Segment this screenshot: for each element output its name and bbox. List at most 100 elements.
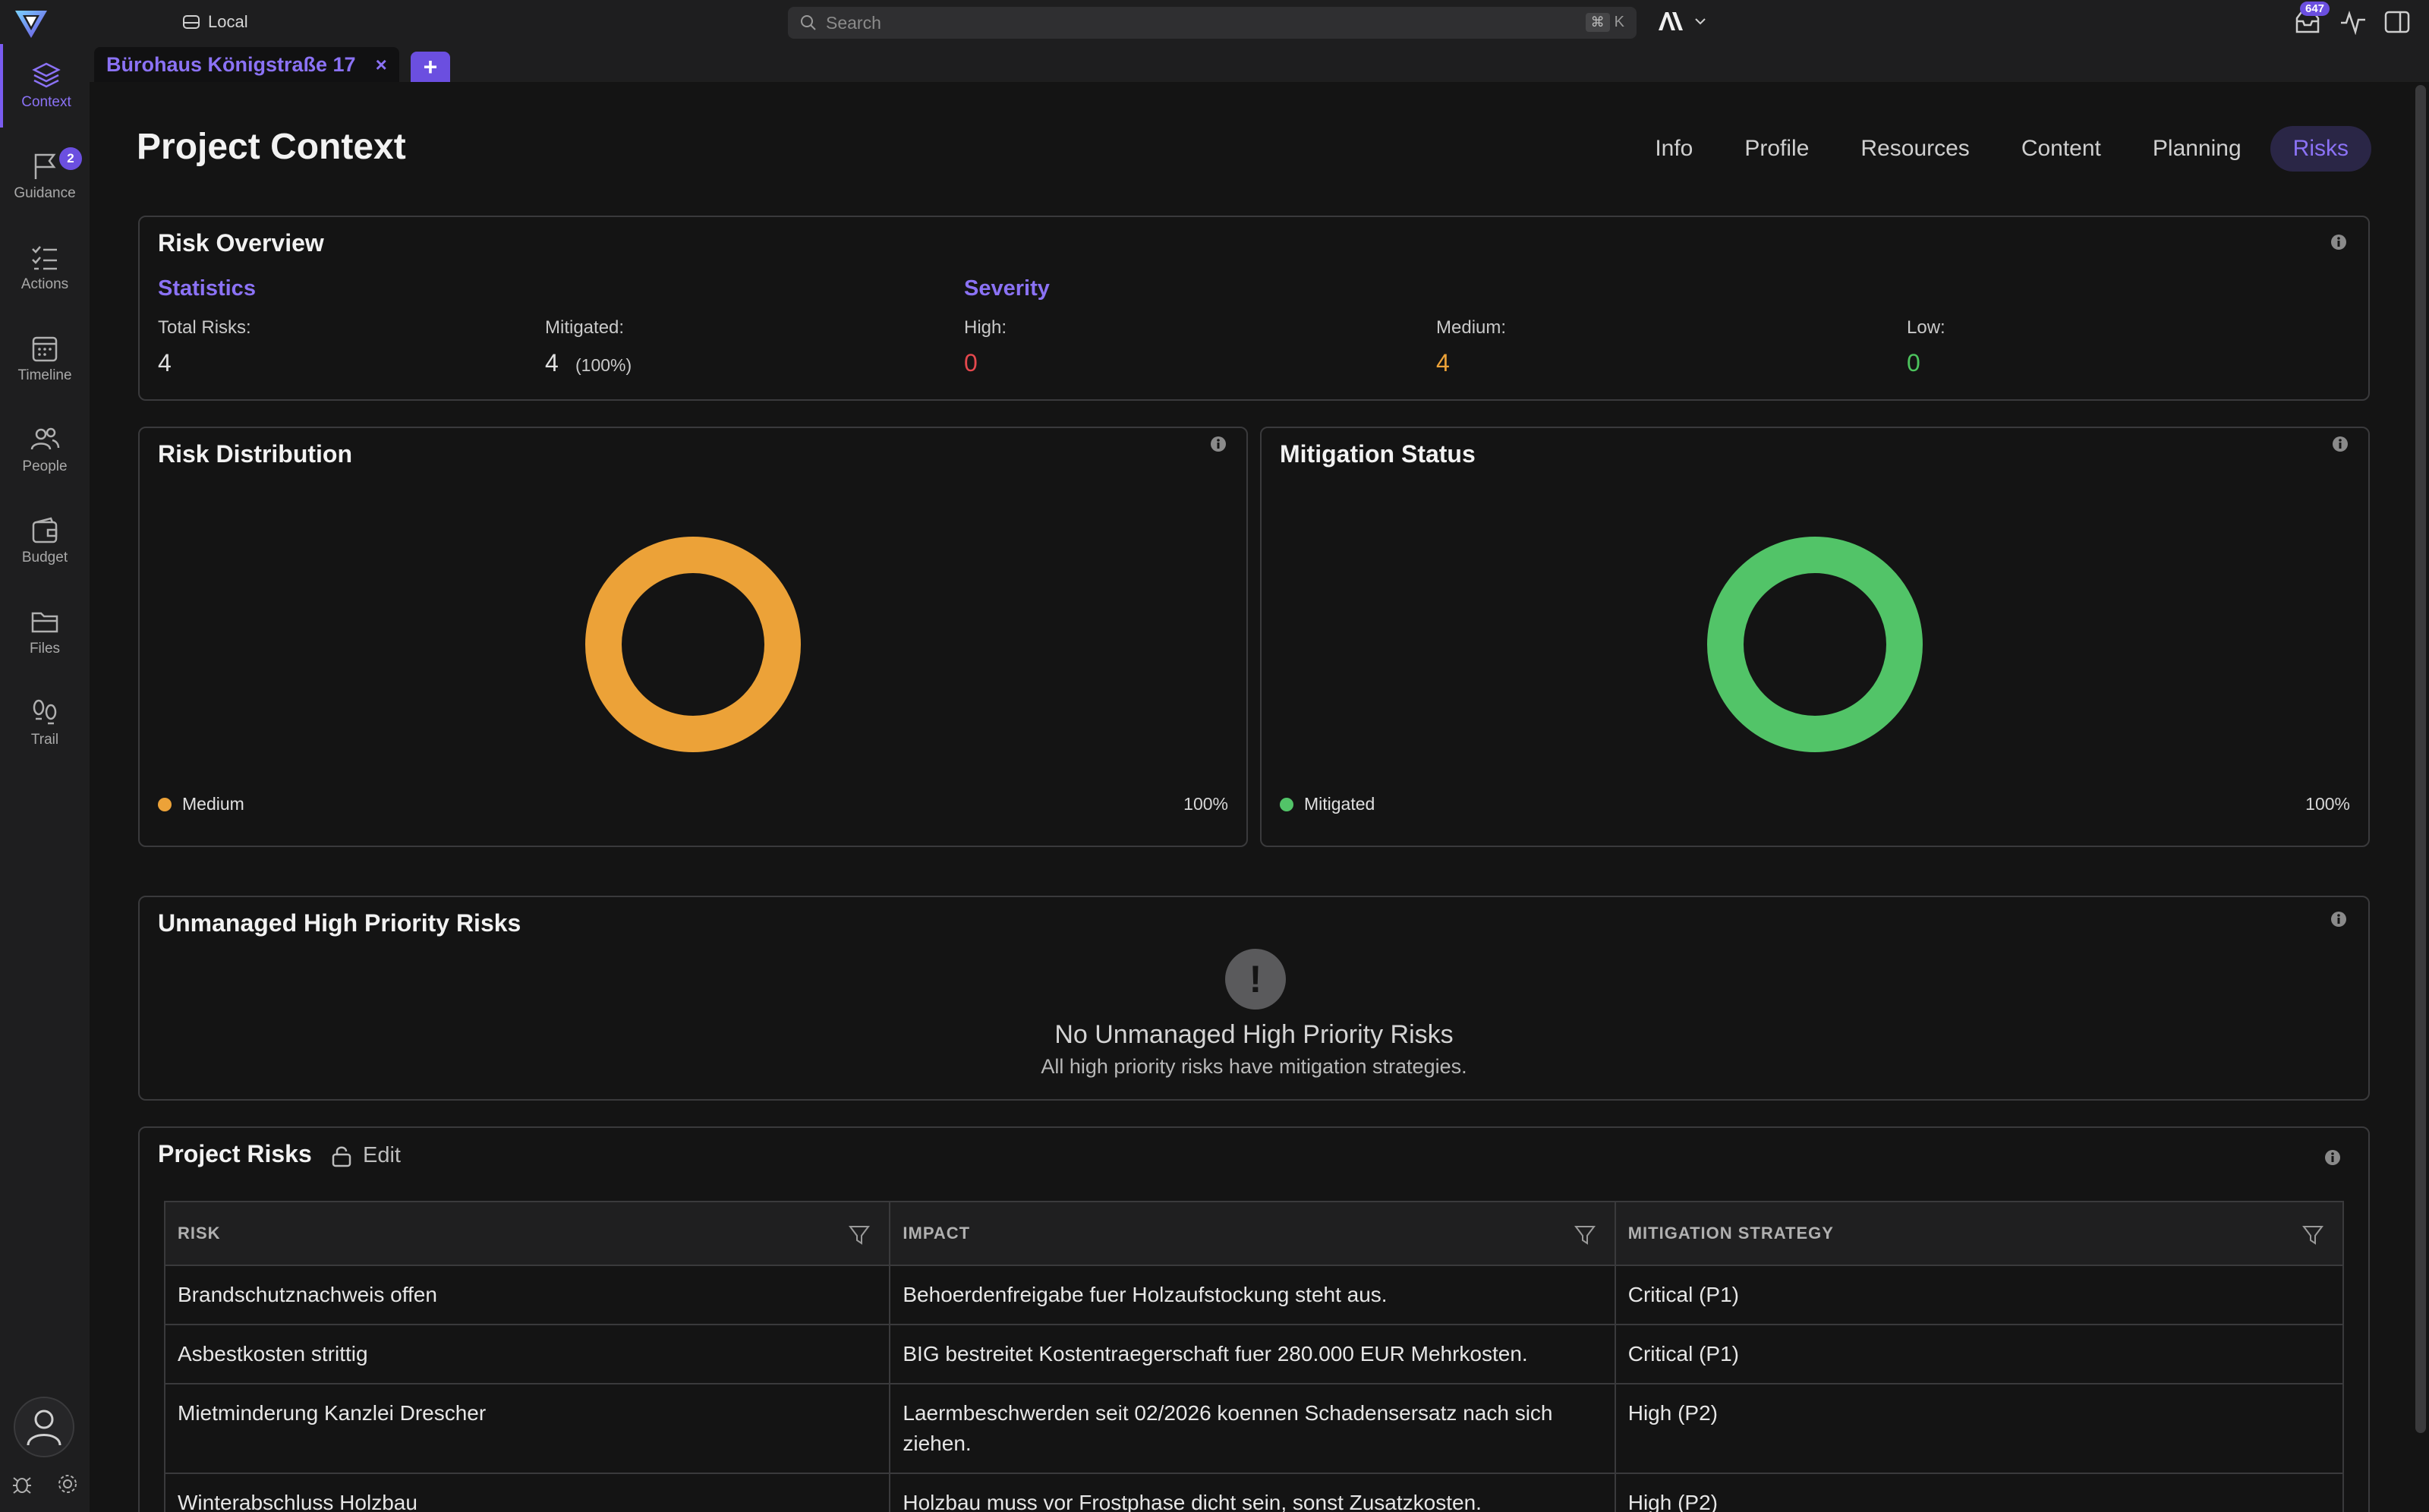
filter-icon[interactable] (848, 1224, 871, 1246)
mitigated-percent: (100%) (575, 355, 632, 375)
card-title: Project Risks (158, 1140, 312, 1167)
column-header-impact[interactable]: IMPACT (889, 1201, 1616, 1266)
inbox-count-badge: 647 (2300, 2, 2330, 16)
document-tab-title: Bürohaus Königstraße 17 (106, 52, 356, 76)
mitigated-value: 4 (545, 349, 559, 376)
empty-state-title: No Unmanaged High Priority Risks (1054, 1020, 1454, 1049)
risk-cell: Asbestkosten strittig (163, 1324, 891, 1384)
mitigation-cell: High (P2) (1614, 1383, 2345, 1474)
table-row[interactable]: Brandschutznachweis offen Behoerdenfreig… (163, 1265, 2345, 1325)
activity-icon[interactable] (2339, 9, 2367, 35)
legend-percent: 100% (2305, 794, 2350, 814)
tab-planning[interactable]: Planning (2152, 136, 2242, 161)
scrollbar[interactable] (2415, 85, 2426, 1433)
search-icon (801, 15, 816, 30)
tab-content[interactable]: Content (2021, 136, 2101, 161)
sidebar-item-files[interactable]: Files (0, 591, 90, 674)
mitigation-cell: Critical (P1) (1614, 1265, 2345, 1325)
workspace-label: Local (208, 12, 248, 31)
mitigation-cell: Critical (P1) (1614, 1324, 2345, 1384)
drive-icon (183, 15, 200, 29)
panel-toggle-icon[interactable] (2383, 9, 2411, 35)
alert-icon: ! (1225, 949, 1286, 1010)
info-icon[interactable] (2330, 911, 2347, 928)
info-icon[interactable] (1210, 436, 1227, 452)
risk-overview-card: Risk Overview Statistics Severity Total … (138, 216, 2370, 401)
info-icon[interactable] (2330, 234, 2347, 250)
edit-button[interactable]: Edit (331, 1143, 401, 1168)
new-tab-button[interactable]: + (411, 52, 450, 82)
column-header-mitigation[interactable]: MITIGATION STRATEGY (1614, 1201, 2345, 1266)
risk-cell: Brandschutznachweis offen (163, 1265, 891, 1325)
tab-info[interactable]: Info (1655, 136, 1693, 161)
close-tab-icon[interactable]: × (375, 52, 387, 76)
impact-cell: Behoerdenfreigabe fuer Holzaufstockung s… (889, 1265, 1616, 1325)
workspace-selector[interactable]: Local (182, 11, 248, 33)
sidebar-item-people[interactable]: People (0, 408, 90, 492)
info-icon[interactable] (2332, 436, 2349, 452)
donut-slice-mitigated[interactable] (1707, 537, 1923, 752)
total-risks-label: Total Risks: (158, 317, 251, 338)
tab-profile[interactable]: Profile (1744, 136, 1810, 161)
page-title: Project Context (137, 127, 406, 167)
risk-distribution-card: Risk Distribution Medium 100% (138, 427, 1248, 847)
impact-cell: Holzbau muss vor Frostphase dicht sein, … (889, 1473, 1616, 1512)
tab-resources[interactable]: Resources (1860, 136, 1970, 161)
info-icon[interactable] (2324, 1149, 2341, 1166)
donut-slice-medium[interactable] (585, 537, 801, 752)
sidebar-item-label: Guidance (14, 185, 76, 201)
sidebar-item-label: People (22, 458, 68, 474)
lock-icon (332, 1146, 351, 1167)
sidebar-item-label: Actions (20, 276, 69, 292)
sidebar-item-guidance[interactable]: Guidance 2 (0, 135, 90, 219)
flag-icon (34, 153, 56, 179)
table-row[interactable]: Asbestkosten strittig BIG bestreitet Kos… (163, 1324, 2345, 1384)
ai-model-selector[interactable] (1656, 9, 1706, 33)
bug-report-icon[interactable] (11, 1473, 33, 1495)
sidebar-item-actions[interactable]: Actions (0, 226, 90, 310)
mitigated-label: Mitigated: (545, 317, 625, 338)
sidebar: Context Guidance 2 Actions Timeline Peop… (0, 44, 90, 1512)
empty-state-subtitle: All high priority risks have mitigation … (1041, 1055, 1467, 1078)
sidebar-item-label: Trail (30, 732, 59, 748)
risk-distribution-donut (585, 537, 801, 752)
legend-percent: 100% (1183, 794, 1228, 814)
sidebar-item-label: Context (21, 94, 71, 110)
chevron-down-icon (1695, 18, 1706, 25)
filter-icon[interactable] (1574, 1224, 1596, 1246)
user-avatar[interactable] (14, 1397, 74, 1457)
card-title: Risk Overview (158, 229, 324, 257)
unmanaged-risks-card: Unmanaged High Priority Risks ! No Unman… (138, 896, 2370, 1101)
low-value: 0 (1907, 349, 1920, 376)
footsteps-icon (33, 699, 57, 725)
sidebar-item-context[interactable]: Context (0, 44, 90, 128)
high-label: High: (964, 317, 1007, 338)
project-risks-card: Project Risks Edit RISK IMPACT MITIGATIO… (138, 1126, 2370, 1512)
edit-label: Edit (363, 1143, 401, 1167)
mitigation-status-donut (1707, 537, 1923, 752)
filter-icon[interactable] (2301, 1224, 2324, 1246)
calendar-icon (32, 336, 58, 362)
wallet-icon (32, 517, 58, 543)
app-logo-icon[interactable] (14, 6, 49, 41)
search-bar[interactable]: ⌘ K (788, 7, 1637, 39)
risk-cell: Mietminderung Kanzlei Drescher (163, 1383, 891, 1474)
search-input[interactable] (826, 12, 1509, 33)
card-title: Risk Distribution (158, 440, 353, 468)
sidebar-item-timeline[interactable]: Timeline (0, 317, 90, 401)
sidebar-item-budget[interactable]: Budget (0, 499, 90, 583)
medium-label: Medium: (1436, 317, 1507, 338)
top-bar: Local ⌘ K 647 (0, 0, 2429, 44)
table-row[interactable]: Winterabschluss Holzbau Holzbau muss vor… (163, 1473, 2345, 1512)
guidance-count-badge: 2 (59, 147, 82, 170)
folder-icon (31, 612, 58, 633)
layers-icon (32, 62, 61, 88)
gear-icon[interactable] (56, 1473, 79, 1495)
tab-risks[interactable]: Risks (2270, 126, 2371, 172)
column-header-risk[interactable]: RISK (163, 1201, 891, 1266)
document-tab[interactable]: Bürohaus Königstraße 17 × (94, 47, 399, 82)
sidebar-item-trail[interactable]: Trail (0, 682, 90, 765)
mitigation-cell: High (P2) (1614, 1473, 2345, 1512)
table-row[interactable]: Mietminderung Kanzlei Drescher Laermbesc… (163, 1383, 2345, 1474)
page-tabs: Info Profile Resources Content Planning … (1632, 126, 2371, 172)
